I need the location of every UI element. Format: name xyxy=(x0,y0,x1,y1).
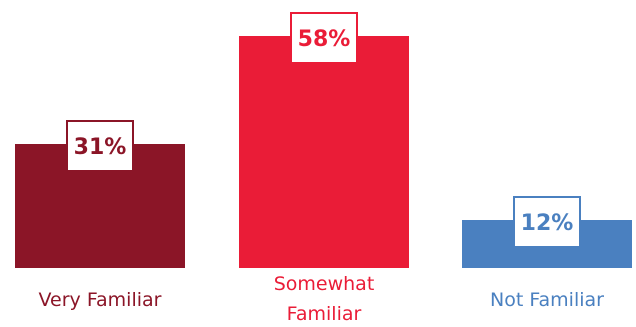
category-label-not-familiar: Not Familiar xyxy=(490,289,604,311)
category-label-somewhat-familiar-line-2: Familiar xyxy=(287,303,362,325)
value-box-somewhat-familiar xyxy=(290,12,358,64)
value-label-not-familiar: 12% xyxy=(521,211,574,236)
value-label-somewhat-familiar: 58% xyxy=(298,27,351,52)
category-label-very-familiar: Very Familiar xyxy=(39,289,162,311)
value-box-not-familiar xyxy=(513,196,581,248)
value-label-very-familiar: 31% xyxy=(74,135,127,160)
bar-somewhat-familiar xyxy=(239,36,409,268)
category-label-somewhat-familiar-line-1: Somewhat xyxy=(274,273,375,295)
value-box-very-familiar xyxy=(66,120,134,172)
